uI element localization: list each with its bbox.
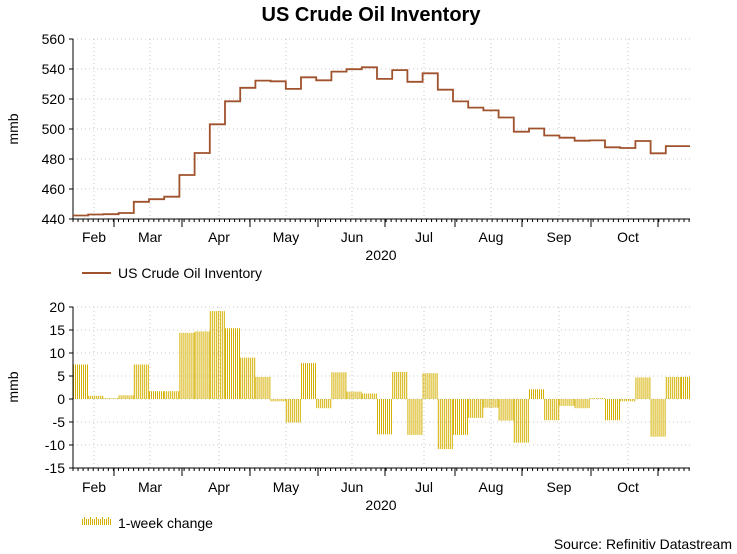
- bottom-y-tick-label: 20: [49, 299, 65, 315]
- bottom-y-tick-label: -10: [45, 437, 65, 453]
- chart-title: US Crude Oil Inventory: [262, 4, 482, 26]
- top-y-tick-label: 440: [42, 211, 66, 227]
- weekly-change-bar: [650, 399, 666, 437]
- top-legend-label: US Crude Oil Inventory: [118, 265, 262, 281]
- weekly-change-bar: [665, 376, 681, 399]
- weekly-change-bar: [468, 399, 484, 418]
- weekly-change-bar: [605, 399, 620, 421]
- weekly-change-bar: [361, 393, 377, 399]
- bottom-y-tick-label: -5: [53, 414, 66, 430]
- bottom-month-label: May: [273, 479, 299, 495]
- top-x-tick-marks: [72, 219, 690, 227]
- top-y-axis-label: mmb: [5, 113, 21, 144]
- weekly-change-bar: [437, 399, 453, 450]
- bottom-month-label: Oct: [617, 479, 639, 495]
- bottom-y-tick-label: 10: [49, 345, 65, 361]
- weekly-change-bar: [377, 399, 392, 435]
- bottom-y-axis-label: mmb: [5, 371, 21, 402]
- bottom-y-tick-label: -15: [45, 460, 65, 476]
- weekly-change-bar: [331, 372, 347, 399]
- weekly-change-bar: [225, 328, 240, 399]
- weekly-change-bar: [498, 399, 514, 421]
- bottom-y-tick-label: 5: [57, 368, 65, 384]
- top-month-label: Aug: [479, 229, 504, 245]
- top-panel: 440 460 480 500 520 540 560 mmb Feb Mar Apr May Ju…: [5, 31, 690, 281]
- top-y-tick-label: 560: [42, 31, 66, 47]
- bottom-month-label: Mar: [138, 479, 162, 495]
- weekly-change-bars: [73, 311, 690, 450]
- weekly-change-bar: [149, 391, 164, 399]
- top-y-tick-label: 480: [42, 151, 66, 167]
- top-gridlines: [73, 38, 690, 219]
- weekly-change-bar: [240, 357, 256, 399]
- weekly-change-bar: [407, 399, 423, 435]
- top-y-tick-label: 460: [42, 181, 66, 197]
- weekly-change-bar: [255, 376, 271, 399]
- bottom-month-label: Feb: [82, 479, 106, 495]
- bottom-y-tick-label: 15: [49, 322, 65, 338]
- weekly-change-bar: [164, 391, 180, 399]
- top-month-label: Sep: [547, 229, 572, 245]
- top-month-label: Oct: [617, 229, 639, 245]
- bottom-month-label: Sep: [547, 479, 572, 495]
- bottom-y-tick-labels: 20 15 10 5 0 -5 -10 -15: [45, 299, 73, 476]
- weekly-change-bar: [316, 399, 332, 409]
- bottom-x-tick-marks: [72, 468, 690, 476]
- top-y-tick-label: 500: [42, 121, 66, 137]
- weekly-change-bar: [544, 399, 560, 421]
- weekly-change-bar: [529, 389, 544, 399]
- weekly-change-bar: [513, 399, 529, 443]
- top-month-labels: Feb Mar Apr May Jun Jul Aug Sep Oct: [82, 229, 639, 245]
- weekly-change-bar: [620, 399, 636, 402]
- weekly-change-bar: [589, 398, 605, 399]
- weekly-change-bar: [483, 399, 499, 408]
- weekly-change-bar: [133, 364, 149, 399]
- bottom-month-labels: Feb Mar Apr May Jun Jul Aug Sep Oct: [82, 479, 639, 495]
- bottom-legend-label: 1-week change: [118, 515, 213, 531]
- bottom-month-label: Apr: [208, 479, 230, 495]
- weekly-change-bar: [422, 373, 438, 399]
- weekly-change-bar: [209, 311, 225, 399]
- weekly-change-bar: [118, 395, 134, 399]
- top-month-label: Apr: [208, 229, 230, 245]
- top-y-tick-label: 520: [42, 91, 66, 107]
- weekly-change-bar: [270, 399, 286, 402]
- bottom-y-tick-label: 0: [57, 391, 65, 407]
- weekly-change-bar: [392, 371, 408, 399]
- source-note: Source: Refinitiv Datastream: [554, 536, 732, 552]
- weekly-change-bar: [179, 332, 195, 399]
- top-y-tick-label: 540: [42, 61, 66, 77]
- top-month-label: Jul: [415, 229, 433, 245]
- bottom-legend-swatch: [82, 517, 111, 525]
- weekly-change-bar: [574, 399, 590, 409]
- weekly-change-bar: [285, 399, 301, 423]
- weekly-change-bar: [194, 331, 210, 399]
- bottom-year-label: 2020: [365, 497, 396, 513]
- bottom-gridlines: [73, 306, 690, 468]
- top-year-label: 2020: [365, 247, 396, 263]
- weekly-change-bar: [346, 391, 362, 399]
- top-month-label: Feb: [82, 229, 106, 245]
- bottom-panel: 20 15 10 5 0 -5 -10 -15 mmb Feb Mar Apr May Jun Jul A…: [5, 299, 690, 531]
- top-month-label: May: [273, 229, 299, 245]
- inventory-series-line: [73, 66, 690, 217]
- bottom-month-label: Jun: [341, 479, 364, 495]
- weekly-change-bar: [559, 399, 575, 406]
- top-month-label: Mar: [138, 229, 162, 245]
- weekly-change-bar: [453, 399, 468, 435]
- bottom-month-label: Aug: [479, 479, 504, 495]
- weekly-change-bar: [88, 395, 104, 399]
- bottom-month-label: Jul: [415, 479, 433, 495]
- weekly-change-bar: [681, 376, 690, 399]
- weekly-change-bar: [73, 364, 88, 399]
- top-y-tick-labels: 440 460 480 500 520 540 560: [42, 31, 73, 227]
- weekly-change-bar: [635, 377, 651, 399]
- weekly-change-bar: [301, 363, 316, 399]
- top-month-label: Jun: [341, 229, 364, 245]
- weekly-change-bar: [103, 398, 119, 399]
